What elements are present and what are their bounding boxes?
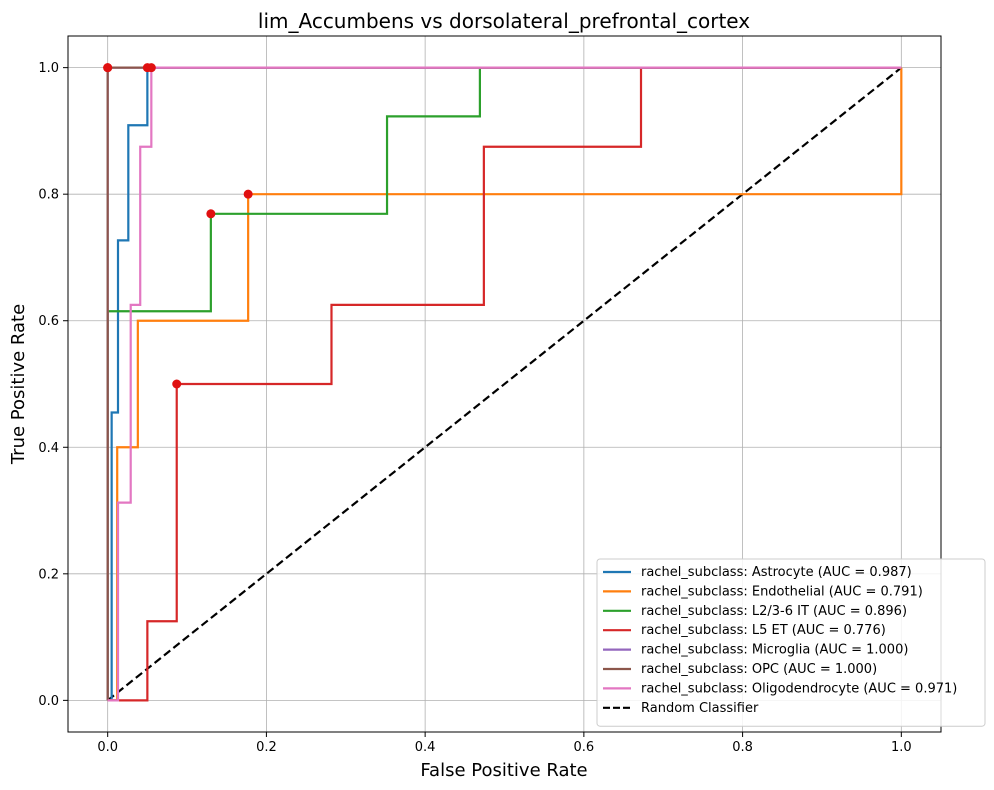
optimal-point-5 xyxy=(103,63,113,73)
legend-entry-label: rachel_subclass: OPC (AUC = 1.000) xyxy=(641,662,877,677)
x-tick-label: 0.8 xyxy=(732,740,753,755)
x-tick-label: 0.6 xyxy=(574,740,595,755)
y-tick-label: 0.0 xyxy=(38,694,59,709)
x-tick-label: 1.0 xyxy=(891,740,912,755)
y-tick-label: 0.2 xyxy=(38,567,59,582)
series-line-3 xyxy=(107,66,902,702)
legend-entry-label: rachel_subclass: Microglia (AUC = 1.000) xyxy=(641,643,908,658)
y-axis-label: True Positive Rate xyxy=(8,304,29,465)
legend-entry-label: rachel_subclass: Astrocyte (AUC = 0.987) xyxy=(641,565,912,580)
legend-entry-label: rachel_subclass: L5 ET (AUC = 0.776) xyxy=(641,623,886,638)
optimal-points-layer xyxy=(103,63,253,389)
x-tick-label: 0.0 xyxy=(97,740,118,755)
x-tick-label: 0.2 xyxy=(256,740,277,755)
legend: rachel_subclass: Astrocyte (AUC = 0.987)… xyxy=(596,558,986,727)
y-tick-label: 0.4 xyxy=(38,441,59,456)
legend-entry-label: rachel_subclass: Endothelial (AUC = 0.79… xyxy=(641,584,923,599)
legend-entry-label: Random Classifier xyxy=(641,701,759,716)
series-line-2 xyxy=(106,66,902,701)
reference-line-layer xyxy=(106,66,903,702)
random-classifier-line xyxy=(106,66,903,702)
optimal-point-6 xyxy=(146,63,156,73)
chart-title: lim_Accumbens vs dorsolateral_prefrontal… xyxy=(258,9,750,33)
series-line-6 xyxy=(107,66,902,702)
optimal-point-2 xyxy=(206,209,216,219)
y-tick-label: 0.6 xyxy=(38,314,59,329)
legend-entry-label: rachel_subclass: L2/3-6 IT (AUC = 0.896) xyxy=(641,604,907,619)
legend-box xyxy=(596,558,986,727)
legend-entry-label: rachel_subclass: Oligodendrocyte (AUC = … xyxy=(641,681,957,696)
series-line-0 xyxy=(107,66,902,702)
y-tick-label: 1.0 xyxy=(38,61,59,76)
x-tick-label: 0.4 xyxy=(415,740,436,755)
x-axis-label: False Positive Rate xyxy=(420,760,587,781)
plot-frame xyxy=(67,35,942,733)
axis-ticks: 0.0 0.2 0.4 0.6 0.8 1.0 0.0 0.2 0.4 0.6 0.8 1.0 xyxy=(38,61,911,755)
optimal-point-3 xyxy=(172,379,182,389)
y-tick-label: 0.8 xyxy=(38,188,59,203)
optimal-point-1 xyxy=(243,189,253,199)
